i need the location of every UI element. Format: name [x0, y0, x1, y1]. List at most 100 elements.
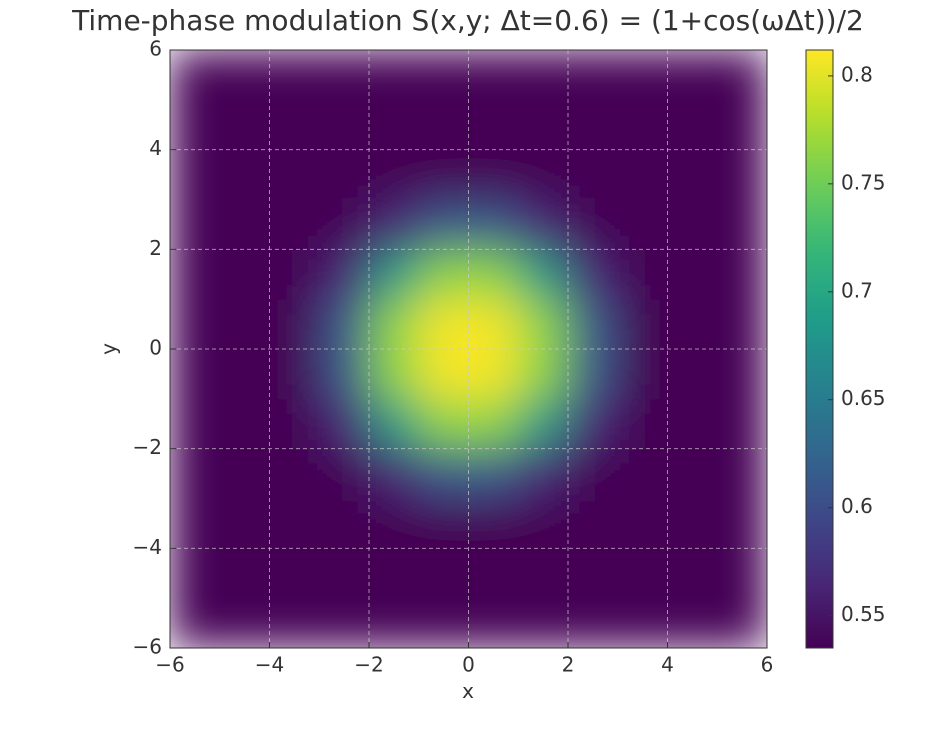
- heatmap-cell: [369, 498, 420, 549]
- heatmap-cell: [369, 548, 420, 599]
- heatmap-cell: [468, 498, 519, 549]
- heatmap-cell: [418, 299, 469, 350]
- heatmap-cell: [219, 299, 270, 350]
- colorbar-tick-label: 0.6: [841, 494, 873, 518]
- heatmap-cell: [518, 299, 569, 350]
- heatmap-cell: [518, 398, 569, 450]
- heatmap-cell: [717, 50, 767, 101]
- heatmap-cell: [418, 448, 469, 499]
- x-tick-label: −6: [155, 653, 184, 677]
- heatmap-cell: [319, 299, 370, 350]
- heatmap-cell: [319, 498, 370, 549]
- colorbar-tick-label: 0.8: [841, 62, 873, 86]
- heatmap-cell: [667, 249, 718, 300]
- heatmap-cell: [617, 99, 668, 151]
- heatmap-cell: [617, 448, 668, 499]
- heatmap-cell: [219, 448, 270, 499]
- heatmap-cell: [667, 99, 718, 151]
- heatmap-cell: [717, 299, 767, 350]
- heatmap-cells: [170, 50, 767, 648]
- heatmap-cell: [170, 498, 221, 549]
- heatmap-cell: [418, 598, 469, 648]
- heatmap-cell: [617, 50, 668, 101]
- heatmap-cell: [170, 598, 221, 648]
- heatmap-cell: [617, 349, 668, 400]
- heatmap-cell: [369, 249, 420, 300]
- heatmap-cell: [667, 498, 718, 549]
- heatmap-cell: [319, 199, 370, 250]
- y-tick-label: −6: [133, 635, 162, 659]
- heatmap-cell: [369, 199, 420, 250]
- heatmap-cell: [518, 598, 569, 648]
- heatmap-cell: [568, 299, 619, 350]
- heatmap-cell: [617, 149, 668, 200]
- x-tick-label: 4: [661, 653, 674, 677]
- heatmap-cell: [667, 199, 718, 250]
- heatmap-cell: [717, 149, 767, 200]
- heatmap-cell: [269, 598, 320, 648]
- heatmap-cell: [617, 299, 668, 350]
- heatmap-cell: [518, 548, 569, 599]
- heatmap-cell: [468, 99, 519, 151]
- heatmap-cell: [319, 448, 370, 499]
- heatmap-cell: [369, 149, 420, 200]
- heatmap-cell: [468, 548, 519, 599]
- x-tick-label: 0: [462, 653, 475, 677]
- heatmap-cell: [518, 149, 569, 200]
- heatmap-cell: [269, 99, 320, 151]
- heatmap-cell: [269, 548, 320, 599]
- colorbar-tick-label: 0.75: [841, 170, 886, 194]
- x-tick-label: −4: [255, 653, 284, 677]
- heatmap-cell: [568, 548, 619, 599]
- heatmap-cell: [219, 349, 270, 400]
- heatmap-cell: [269, 448, 320, 499]
- y-tick-label: 4: [149, 136, 162, 160]
- heatmap-cell: [418, 99, 469, 151]
- heatmap-cell: [219, 99, 270, 151]
- heatmap-cell: [568, 398, 619, 450]
- heatmap-cell: [468, 598, 519, 648]
- heatmap-cell: [717, 548, 767, 599]
- heatmap-cell: [418, 349, 469, 400]
- y-tick-label: 0: [149, 336, 162, 360]
- heatmap-cell: [518, 498, 569, 549]
- heatmap-cell: [667, 448, 718, 499]
- heatmap-cell: [468, 448, 519, 499]
- y-tick-label: 6: [149, 37, 162, 61]
- heatmap-cell: [269, 398, 320, 450]
- heatmap-cell: [468, 50, 519, 101]
- heatmap-cell: [219, 398, 270, 450]
- heatmap-cell: [667, 598, 718, 648]
- heatmap-cell: [568, 50, 619, 101]
- heatmap-cell: [319, 249, 370, 300]
- y-tick-label: −4: [133, 535, 162, 559]
- y-axis-label: y: [97, 343, 121, 355]
- heatmap-cell: [568, 598, 619, 648]
- heatmap-cell: [717, 99, 767, 151]
- y-tick-label: −2: [133, 435, 162, 459]
- heatmap-cell: [269, 149, 320, 200]
- heatmap-cell: [170, 149, 221, 200]
- heatmap-cell: [468, 249, 519, 300]
- y-tick-label: 2: [149, 236, 162, 260]
- heatmap-cell: [717, 498, 767, 549]
- heatmap-cell: [717, 199, 767, 250]
- plot-frame: [169, 49, 768, 649]
- heatmap-cell: [170, 299, 221, 350]
- heatmap-cell: [667, 398, 718, 450]
- heatmap-cell: [219, 50, 270, 101]
- heatmap-cell: [518, 448, 569, 499]
- heatmap-cell: [418, 548, 469, 599]
- heatmap-cell: [170, 398, 221, 450]
- heatmap-cell: [617, 249, 668, 300]
- heatmap-cell: [617, 199, 668, 250]
- x-axis-label: x: [462, 679, 474, 703]
- heatmap-cell: [568, 498, 619, 549]
- heatmap-cell: [418, 398, 469, 450]
- heatmap-cell: [170, 448, 221, 499]
- heatmap-cell: [170, 548, 221, 599]
- heatmap-cell: [369, 598, 420, 648]
- colorbar-tick-label: 0.7: [841, 278, 873, 302]
- heatmap-cell: [568, 199, 619, 250]
- heatmap-cell: [617, 398, 668, 450]
